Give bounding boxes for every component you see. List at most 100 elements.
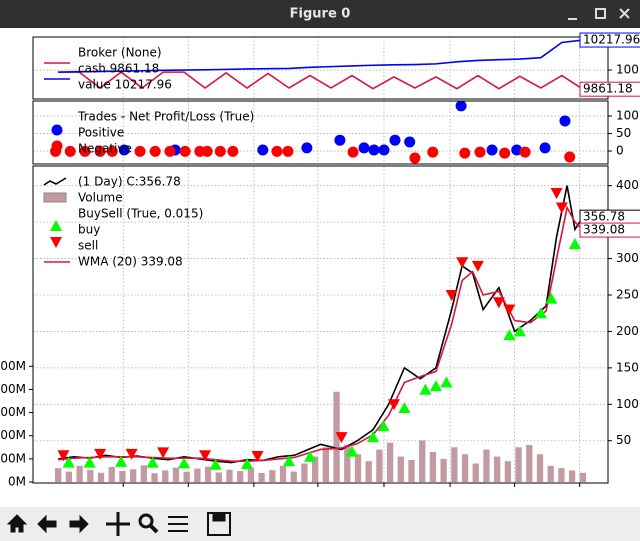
volume-bar — [247, 468, 255, 482]
volume-bar — [151, 473, 158, 482]
volume-bar — [108, 466, 115, 482]
value-tag — [579, 81, 640, 97]
signal-marker — [251, 451, 264, 463]
volume-bar — [451, 447, 458, 482]
signal-marker — [456, 257, 469, 269]
plot-area — [33, 166, 608, 483]
signal-marker — [471, 260, 484, 272]
trade-marker — [64, 145, 76, 157]
maximize-button[interactable] — [595, 8, 606, 19]
value-tag — [579, 32, 640, 48]
panel-frame — [32, 100, 609, 165]
volume-bar — [461, 454, 469, 482]
volume-bar — [322, 447, 330, 482]
volume-bar — [301, 463, 308, 482]
trade-marker — [301, 142, 313, 154]
signal-marker — [503, 304, 516, 316]
volume-bar — [258, 472, 265, 482]
volume-tick-label: 00M — [0, 428, 26, 442]
y-tick-label: 100 — [616, 63, 639, 77]
forward-button[interactable] — [69, 514, 89, 534]
volume-bar — [429, 451, 437, 482]
signal-marker — [419, 383, 432, 395]
panel-frame — [32, 36, 609, 100]
legend-label: (1 Day) C:356.78 — [78, 175, 181, 189]
signal-marker — [57, 450, 70, 462]
volume-bar — [536, 454, 544, 482]
trade-marker — [118, 144, 130, 156]
y-tick-label: 50 — [616, 433, 631, 447]
volume-bar — [504, 461, 512, 482]
volume-tick-label: 00M — [0, 359, 26, 373]
y-tick-label: 0 — [616, 144, 624, 158]
trade-marker — [282, 145, 294, 157]
signal-marker — [492, 297, 505, 309]
signal-marker — [550, 187, 563, 199]
value-tag-label: 356.78 — [583, 210, 625, 224]
home-button[interactable] — [6, 514, 28, 533]
y-tick-label: 50 — [616, 126, 631, 140]
y-tick-label: 400 — [616, 178, 639, 192]
trade-marker — [389, 134, 401, 146]
series-line — [58, 71, 584, 90]
trade-marker — [257, 144, 269, 156]
legend-label: sell — [78, 239, 98, 253]
legend-line — [43, 177, 67, 186]
series-line — [58, 205, 584, 462]
signal-marker — [555, 202, 568, 214]
zoom-button[interactable] — [138, 513, 159, 534]
close-button[interactable] — [619, 8, 630, 19]
trade-marker — [149, 145, 161, 157]
signal-marker — [83, 456, 96, 468]
volume-bar — [386, 442, 394, 482]
panel: 100 9861.18 10217.96 Broker (None) cash 9861… — [32, 32, 640, 100]
plots: 100 9861.18 10217.96 Broker (None) cash 9861… — [0, 32, 640, 489]
trade-marker — [459, 147, 471, 159]
signal-marker — [445, 289, 458, 301]
trade-marker — [511, 144, 523, 156]
trade-marker — [334, 134, 346, 146]
trade-marker — [201, 145, 213, 157]
signal-marker — [534, 307, 547, 319]
plot-area — [33, 101, 608, 164]
signal-marker — [545, 292, 558, 304]
volume-bar — [419, 440, 426, 482]
trade-marker — [455, 101, 467, 112]
signal-marker — [440, 376, 453, 388]
save-button[interactable] — [207, 512, 231, 536]
signal-marker — [513, 325, 526, 337]
legend-marker — [51, 124, 63, 136]
legend-label: Volume — [78, 191, 123, 205]
back-button[interactable] — [37, 514, 57, 534]
volume-tick-label: 0M — [8, 475, 26, 489]
volume-bar — [440, 458, 447, 482]
trade-marker — [227, 145, 239, 157]
title-bar — [0, 0, 640, 28]
series-line — [58, 39, 583, 73]
trade-marker — [404, 136, 416, 148]
configure-button[interactable] — [168, 516, 188, 532]
trade-marker — [378, 144, 390, 156]
volume-bar — [269, 470, 276, 482]
trade-marker — [486, 144, 498, 156]
trade-marker — [271, 145, 283, 157]
pan-button[interactable] — [106, 512, 130, 536]
volume-bar — [365, 461, 372, 482]
y-tick-label: 300 — [616, 251, 639, 265]
volume-bar — [515, 447, 522, 482]
panel: 0 50 100 Trades - Net Profit/Loss (True) Pos… — [32, 100, 639, 165]
volume-bar — [97, 472, 105, 482]
signal-marker — [62, 456, 75, 468]
volume-bar — [483, 449, 490, 482]
volume-bar — [311, 456, 319, 482]
legend-marker — [51, 140, 63, 152]
trade-marker — [106, 145, 118, 157]
volume-bar — [237, 471, 244, 482]
y-tick-label: 100 — [616, 109, 639, 123]
legend-patch — [43, 192, 67, 203]
trade-marker — [79, 145, 91, 157]
y-tick-label: 250 — [616, 287, 639, 301]
volume-bar — [354, 454, 362, 482]
